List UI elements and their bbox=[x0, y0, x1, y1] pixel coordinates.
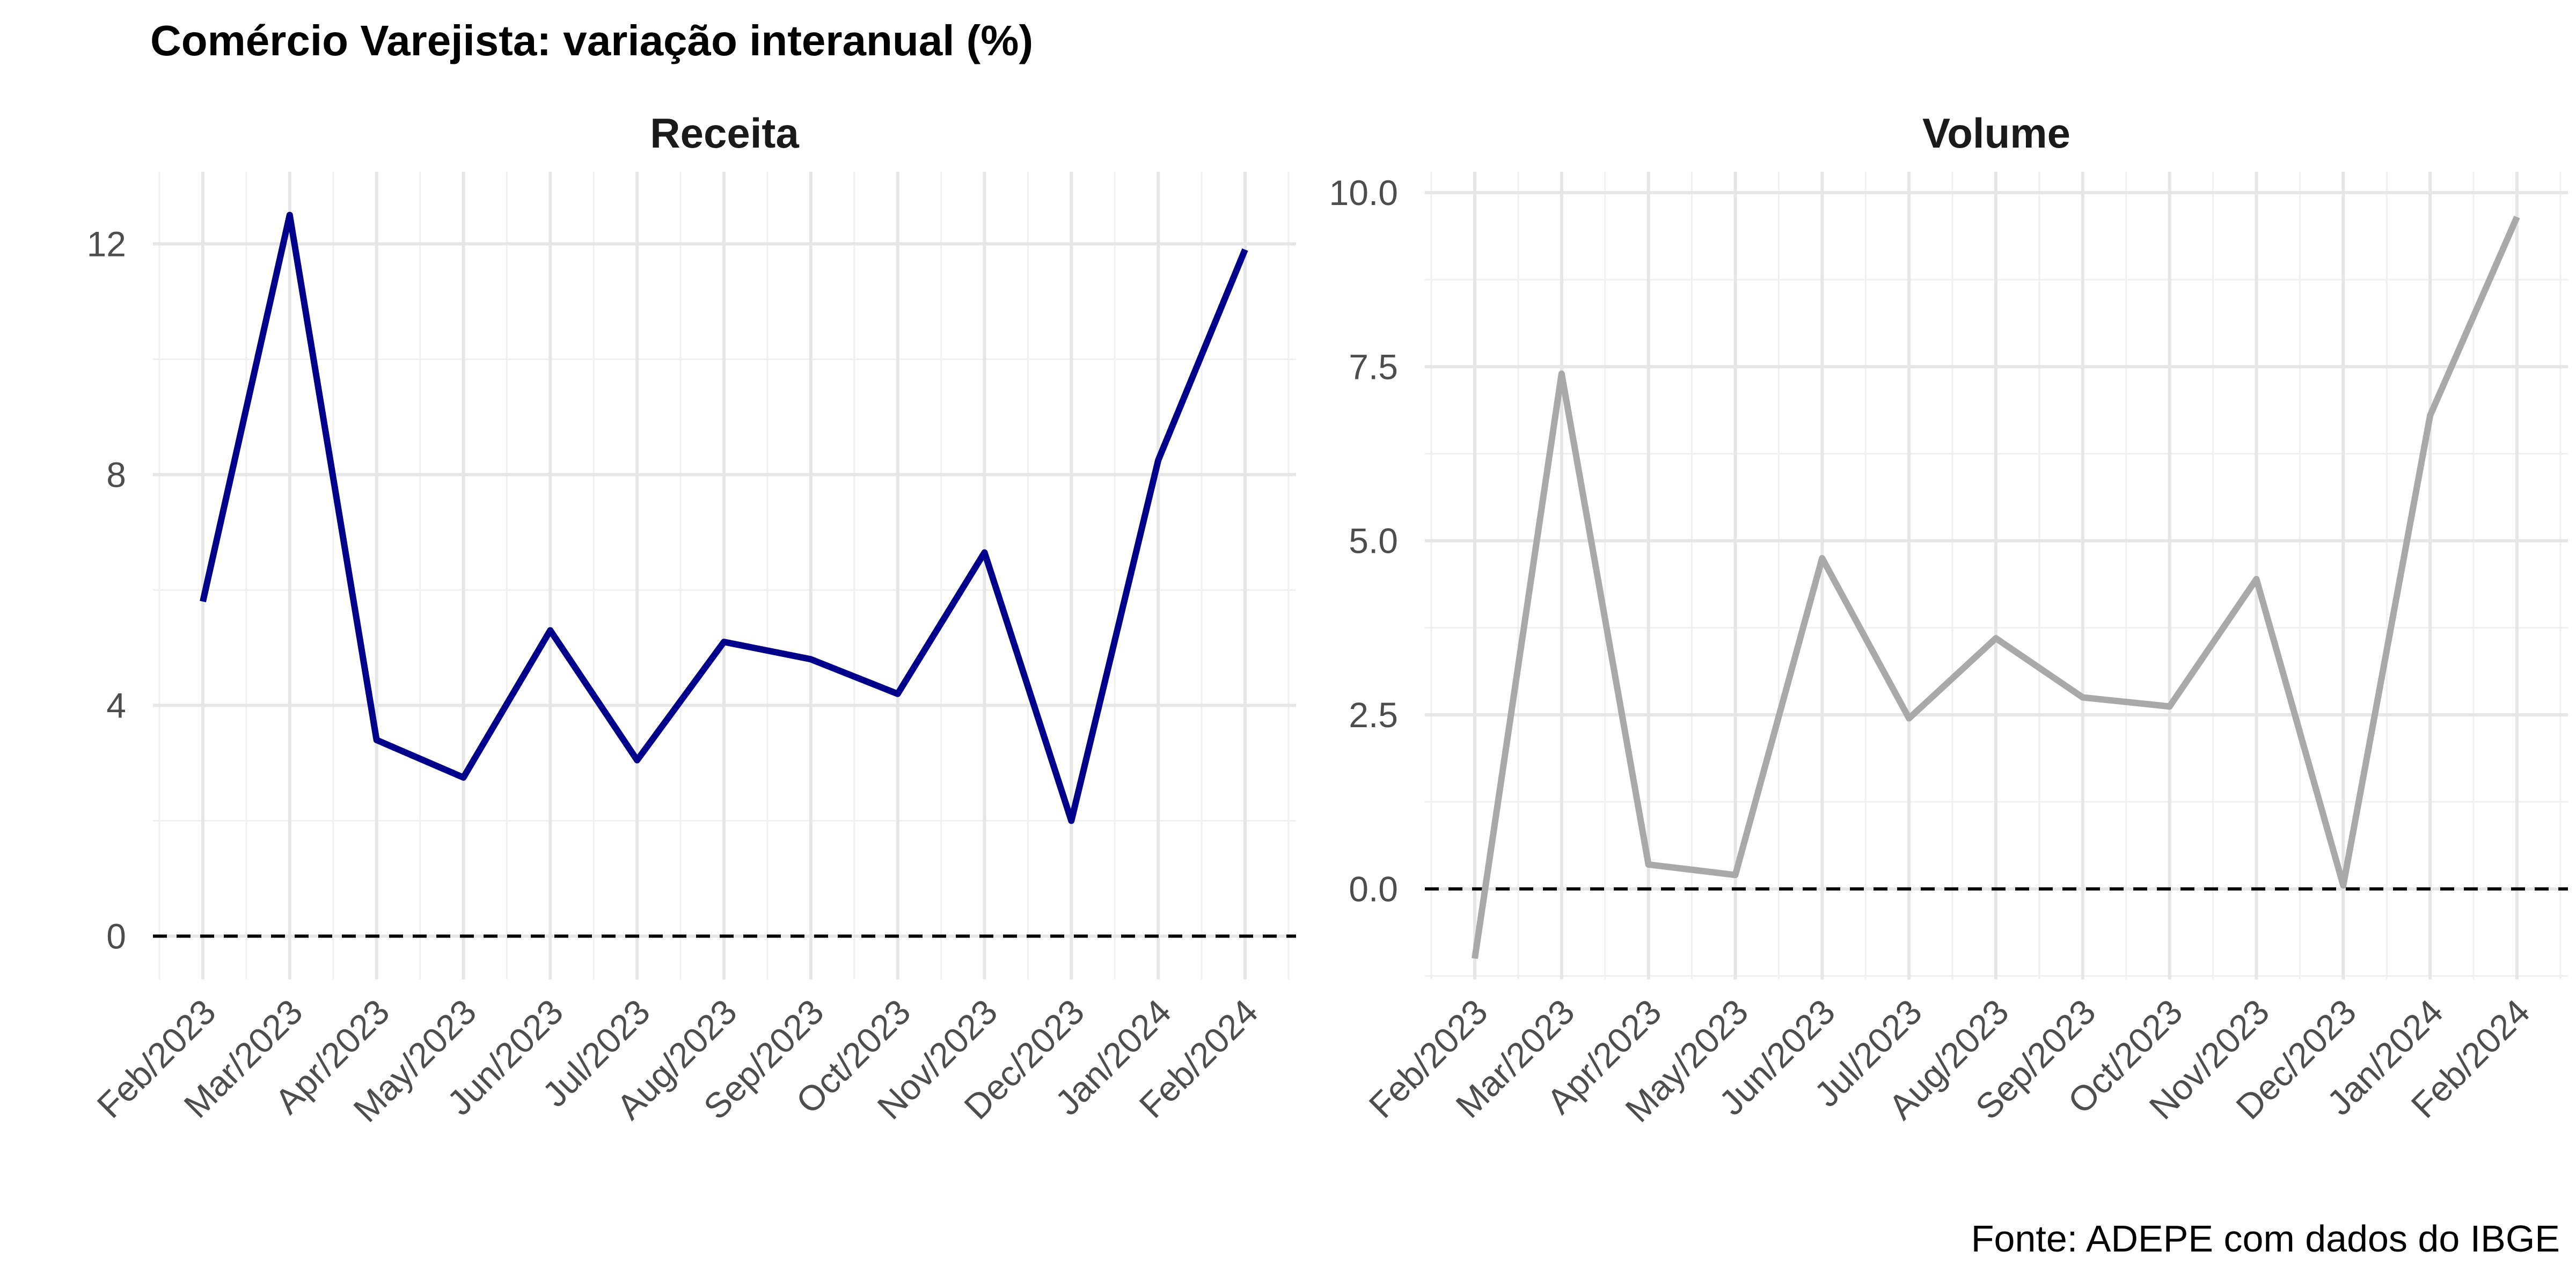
facet-title: Volume bbox=[1922, 109, 2070, 157]
source-caption: Fonte: ADEPE com dados do IBGE bbox=[1971, 1218, 2560, 1260]
y-tick-label: 0 bbox=[106, 916, 126, 956]
y-tick-label: 10.0 bbox=[1329, 173, 1398, 213]
y-tick-label: 2.5 bbox=[1349, 695, 1398, 735]
y-tick-label: 7.5 bbox=[1349, 347, 1398, 386]
facet-title: Receita bbox=[650, 109, 799, 157]
y-tick-label: 0.0 bbox=[1349, 869, 1398, 909]
panel-receita: Receita04812Feb/2023Mar/2023Apr/2023May/… bbox=[87, 109, 1296, 1130]
y-tick-label: 5.0 bbox=[1349, 521, 1398, 561]
figure-title: Comércio Varejista: variação interanual … bbox=[150, 17, 1034, 64]
y-tick-label: 12 bbox=[87, 224, 126, 264]
y-tick-label: 4 bbox=[106, 685, 126, 725]
y-tick-label: 8 bbox=[106, 455, 126, 494]
panel-volume: Volume0.02.55.07.510.0Feb/2023Mar/2023Ap… bbox=[1329, 109, 2568, 1130]
